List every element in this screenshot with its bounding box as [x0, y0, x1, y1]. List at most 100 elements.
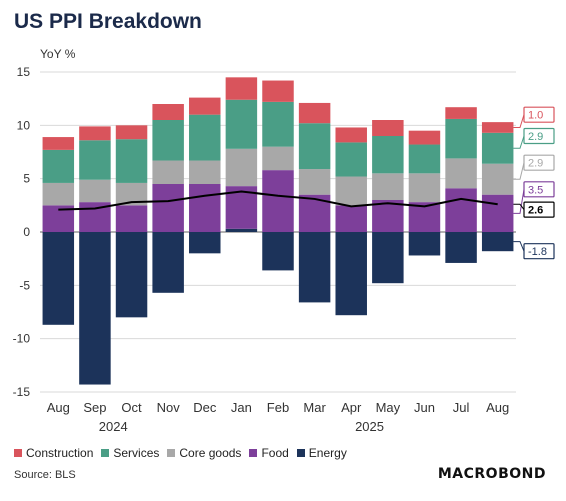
- x-tick-label: Aug: [486, 400, 509, 415]
- legend-swatch: [14, 449, 22, 457]
- x-tick-label: Jun: [414, 400, 435, 415]
- bar-construction: [189, 97, 221, 115]
- x-tick-label: Sep: [83, 400, 106, 415]
- bar-food: [335, 205, 367, 232]
- bar-core-goods: [115, 182, 148, 206]
- bar-construction: [225, 77, 258, 100]
- legend-label: Energy: [308, 446, 347, 460]
- x-tick-label: May: [376, 400, 401, 415]
- bar-core-goods: [225, 148, 258, 187]
- bar-construction: [42, 137, 75, 150]
- bar-food: [445, 188, 477, 232]
- bar-construction: [298, 102, 331, 124]
- page-title: US PPI Breakdown: [14, 10, 202, 33]
- legend-label: Core goods: [179, 446, 242, 460]
- end-label-box: [523, 201, 555, 218]
- legend-swatch: [296, 449, 305, 457]
- bar-energy: [298, 232, 331, 303]
- x-tick-label: Mar: [303, 400, 326, 415]
- bar-energy: [262, 232, 294, 271]
- end-label: 3.5: [528, 184, 543, 196]
- bar-services: [262, 101, 294, 147]
- bar-services: [42, 149, 75, 183]
- bar-energy: [152, 232, 184, 293]
- end-label: -1.8: [528, 246, 547, 258]
- end-label-leader: [513, 135, 525, 149]
- bar-core-goods: [372, 173, 404, 200]
- y-tick-label: -15: [13, 385, 31, 399]
- end-label-leader: [513, 203, 525, 210]
- bar-energy: [481, 232, 514, 252]
- bar-core-goods: [445, 158, 477, 189]
- bar-core-goods: [189, 160, 221, 184]
- x-tick-label: Feb: [267, 400, 289, 415]
- bar-services: [335, 142, 367, 177]
- bar-core-goods: [335, 176, 367, 206]
- bar-core-goods: [42, 182, 75, 206]
- legend-item: Energy: [296, 446, 347, 460]
- x-year-label: 2025: [355, 419, 384, 434]
- bar-energy: [42, 232, 75, 325]
- end-label-box: [523, 243, 555, 260]
- end-label-box: [523, 154, 555, 171]
- bar-energy: [372, 232, 404, 284]
- bar-food: [262, 170, 294, 232]
- bar-food: [189, 184, 221, 232]
- bar-construction: [408, 130, 441, 145]
- legend-label: Food: [261, 446, 289, 460]
- bar-core-goods: [481, 163, 514, 195]
- bar-services: [225, 99, 258, 149]
- bar-core-goods: [408, 173, 441, 203]
- x-tick-label: Jan: [231, 400, 252, 415]
- legend-item: Construction: [14, 446, 93, 460]
- bar-energy: [115, 232, 148, 318]
- bar-services: [445, 118, 477, 159]
- bar-services: [481, 132, 514, 164]
- legend-item: Core goods: [167, 446, 241, 460]
- bar-energy: [79, 232, 111, 385]
- bar-food: [481, 194, 514, 232]
- bar-energy: [189, 232, 221, 254]
- end-label-leader: [513, 162, 525, 180]
- x-tick-label: Dec: [193, 400, 217, 415]
- bar-core-goods: [79, 179, 111, 203]
- bar-construction: [115, 125, 148, 140]
- x-tick-label: Oct: [121, 400, 142, 415]
- x-tick-label: Nov: [157, 400, 181, 415]
- bar-services: [408, 144, 441, 174]
- bar-services: [79, 140, 111, 180]
- end-label-leader: [513, 241, 525, 252]
- end-label: 2.9: [528, 131, 543, 143]
- bar-construction: [262, 80, 294, 102]
- bar-services: [152, 120, 184, 161]
- bar-construction: [79, 126, 111, 141]
- bar-core-goods: [262, 146, 294, 171]
- legend-label: Construction: [26, 446, 94, 460]
- y-axis-label: YoY %: [40, 47, 76, 61]
- x-tick-label: Jul: [453, 400, 470, 415]
- x-year-label: 2024: [99, 419, 128, 434]
- bar-core-goods: [152, 160, 184, 184]
- end-label-leader: [513, 189, 525, 214]
- end-label: 2.6: [528, 205, 543, 217]
- x-tick-label: Apr: [341, 400, 362, 415]
- legend: Construction Services Core goods Food Energy: [14, 446, 347, 460]
- y-tick-label: 5: [23, 172, 30, 186]
- bar-construction: [152, 104, 184, 120]
- y-tick-label: 10: [17, 118, 31, 132]
- source-note: Source: BLS: [14, 469, 76, 481]
- bar-food: [115, 205, 148, 232]
- y-tick-label: 15: [17, 65, 31, 79]
- bar-energy: [335, 232, 367, 316]
- end-label-box: [523, 106, 555, 123]
- bar-services: [189, 114, 221, 161]
- bar-energy: [445, 232, 477, 263]
- bar-energy: [225, 228, 258, 232]
- bar-services: [372, 136, 404, 174]
- legend-label: Services: [113, 446, 160, 460]
- y-tick-label: 0: [23, 225, 30, 239]
- bar-construction: [445, 107, 477, 119]
- ppi-chart: -15 -10 -5 0 5 10 15 Aug Sep Oct Nov Dec Jan Feb Mar Ap…: [13, 65, 555, 434]
- end-label: 2.9: [528, 158, 543, 170]
- end-label-box: [523, 181, 555, 198]
